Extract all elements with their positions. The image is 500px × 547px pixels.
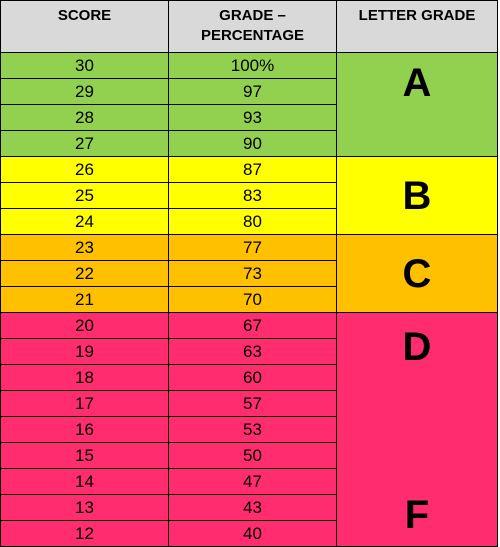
score-cell: 19 <box>0 338 169 365</box>
percentage-cell: 60 <box>168 364 337 391</box>
table-row: 20 67 D F <box>0 312 498 547</box>
score-cell: 17 <box>0 390 169 417</box>
score-cell: 16 <box>0 416 169 443</box>
score-header: SCORE <box>0 0 169 53</box>
table-row: 26 87 B <box>0 156 498 235</box>
score-cell: 14 <box>0 468 169 495</box>
score-cell: 13 <box>0 494 169 521</box>
table-header: SCORE GRADE – PERCENTAGE LETTER GRADE <box>0 0 498 53</box>
letter-grade-d: D <box>402 324 432 369</box>
percentage-cell: 83 <box>168 182 337 209</box>
table-row: 24 80 <box>0 208 498 235</box>
percentage-cell: 70 <box>168 286 337 313</box>
score-cell: 21 <box>0 286 169 313</box>
table-row: 23 77 C <box>0 234 498 313</box>
score-cell: 18 <box>0 364 169 391</box>
percentage-cell: 90 <box>168 130 337 157</box>
header-row: SCORE GRADE – PERCENTAGE LETTER GRADE <box>0 0 498 53</box>
score-cell: 23 <box>0 234 169 261</box>
percentage-cell: 87 <box>168 156 337 183</box>
score-cell: 30 <box>0 52 169 79</box>
letter-grade-cell: B <box>336 156 498 235</box>
score-cell: 22 <box>0 260 169 287</box>
score-cell: 25 <box>0 182 169 209</box>
percentage-cell: 40 <box>168 520 337 547</box>
percentage-cell: 63 <box>168 338 337 365</box>
percentage-cell: 80 <box>168 208 337 235</box>
percentage-cell: 97 <box>168 78 337 105</box>
table-row: 30 100% A <box>0 52 498 157</box>
percentage-cell: 93 <box>168 104 337 131</box>
percentage-cell: 47 <box>168 468 337 495</box>
score-cell: 26 <box>0 156 169 183</box>
percentage-cell: 67 <box>168 312 337 339</box>
score-cell: 27 <box>0 130 169 157</box>
letter-grade-f: F <box>404 492 430 537</box>
score-cell: 24 <box>0 208 169 235</box>
percentage-cell: 43 <box>168 494 337 521</box>
percentage-cell: 57 <box>168 390 337 417</box>
percentage-cell: 53 <box>168 416 337 443</box>
percentage-cell: 50 <box>168 442 337 469</box>
letter-grade-cell: C <box>336 234 498 313</box>
letter-grade-header: LETTER GRADE <box>336 0 498 53</box>
score-cell: 12 <box>0 520 169 547</box>
percentage-cell: 73 <box>168 260 337 287</box>
table-body: 30 100% A 29 97 28 93 27 90 26 87 B 25 83 24 80 23 77 C 22 7… <box>0 52 498 547</box>
percentage-cell: 77 <box>168 234 337 261</box>
score-cell: 28 <box>0 104 169 131</box>
percentage-header: GRADE – PERCENTAGE <box>168 0 337 53</box>
score-cell: 20 <box>0 312 169 339</box>
percentage-cell: 100% <box>168 52 337 79</box>
score-cell: 15 <box>0 442 169 469</box>
letter-grade-cell: A <box>336 52 498 157</box>
score-cell: 29 <box>0 78 169 105</box>
